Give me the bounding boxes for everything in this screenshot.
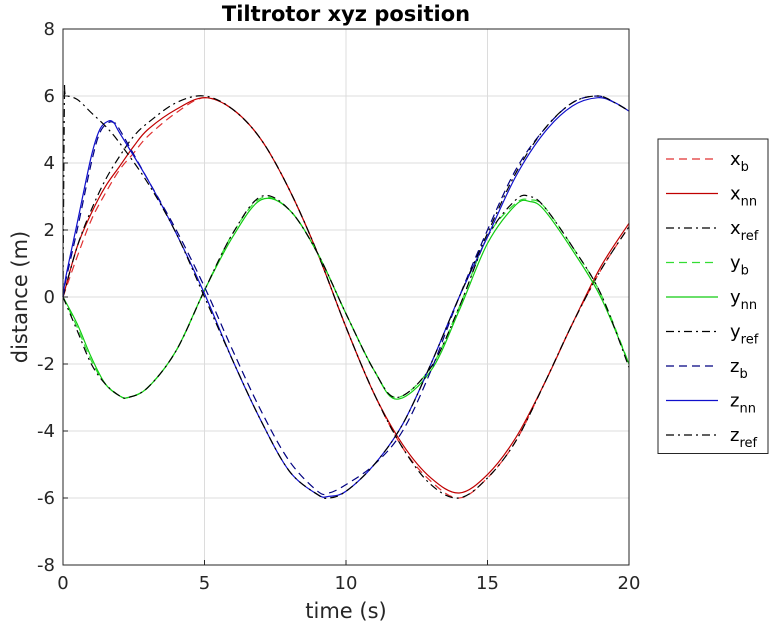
y-tick-label: 0 — [44, 287, 55, 308]
legend-entry: yb — [730, 253, 749, 279]
legend-entry-subscript: nn — [739, 402, 755, 417]
x-axis-label: time (s) — [305, 599, 386, 623]
y-tick-label: 2 — [44, 220, 55, 241]
legend-entry-subscript: b — [739, 367, 747, 382]
legend-entry-subscript: ref — [741, 333, 759, 348]
chart-title: Tiltrotor xyz position — [222, 2, 470, 26]
legend-entry-subscript: nn — [741, 298, 757, 313]
legend-entry: yref — [730, 322, 759, 348]
y-tick-label: -8 — [37, 555, 55, 576]
x-tick-label: 15 — [476, 573, 499, 594]
legend-entry-subscript: b — [741, 160, 749, 175]
legend-entry: xb — [730, 149, 749, 175]
series-lines — [62, 82, 630, 499]
legend-entry-subscript: ref — [739, 436, 757, 451]
x-tick-label: 20 — [618, 573, 641, 594]
ticks: 0 5 10 15 20 -8 -6 -4 -2 0 2 4 6 8 — [37, 19, 640, 594]
y-axis-label: distance (m) — [8, 231, 32, 364]
y-tick-label: 6 — [44, 86, 55, 107]
legend-entry-name: y — [730, 253, 741, 274]
x-tick-label: 10 — [335, 573, 358, 594]
series-line-y-ref — [62, 194, 630, 399]
x-tick-label: 5 — [199, 573, 210, 594]
legend-entry: znn — [730, 391, 756, 417]
legend-entry-subscript: b — [741, 264, 749, 279]
legend-entry-name: x — [730, 184, 741, 205]
legend-entry-name: z — [730, 391, 739, 412]
legend-entry-subscript: ref — [741, 229, 759, 244]
y-tick-label: -6 — [37, 488, 55, 509]
legend-entry-name: y — [730, 322, 741, 343]
legend-entry-subscript: nn — [741, 195, 757, 210]
legend-entry-name: x — [730, 149, 741, 170]
plot-area — [62, 28, 630, 566]
series-line-z-ref — [62, 82, 630, 499]
legend-entry: zb — [730, 356, 748, 382]
legend-entry: xnn — [730, 184, 757, 210]
legend-entry-name: z — [730, 425, 739, 446]
legend-entry-name: y — [730, 287, 741, 308]
legend-entry-name: x — [730, 218, 741, 239]
series-line-x-ref — [62, 95, 630, 499]
y-tick-label: 4 — [44, 153, 55, 174]
legend-entry: zref — [730, 425, 758, 451]
legend-entry-name: z — [730, 356, 739, 377]
x-tick-label: 0 — [57, 573, 68, 594]
y-tick-label: -2 — [37, 354, 55, 375]
legend-entry: ynn — [730, 287, 757, 313]
y-tick-label: -4 — [37, 421, 55, 442]
legend-entry: xref — [730, 218, 759, 244]
y-tick-label: 8 — [44, 19, 55, 40]
